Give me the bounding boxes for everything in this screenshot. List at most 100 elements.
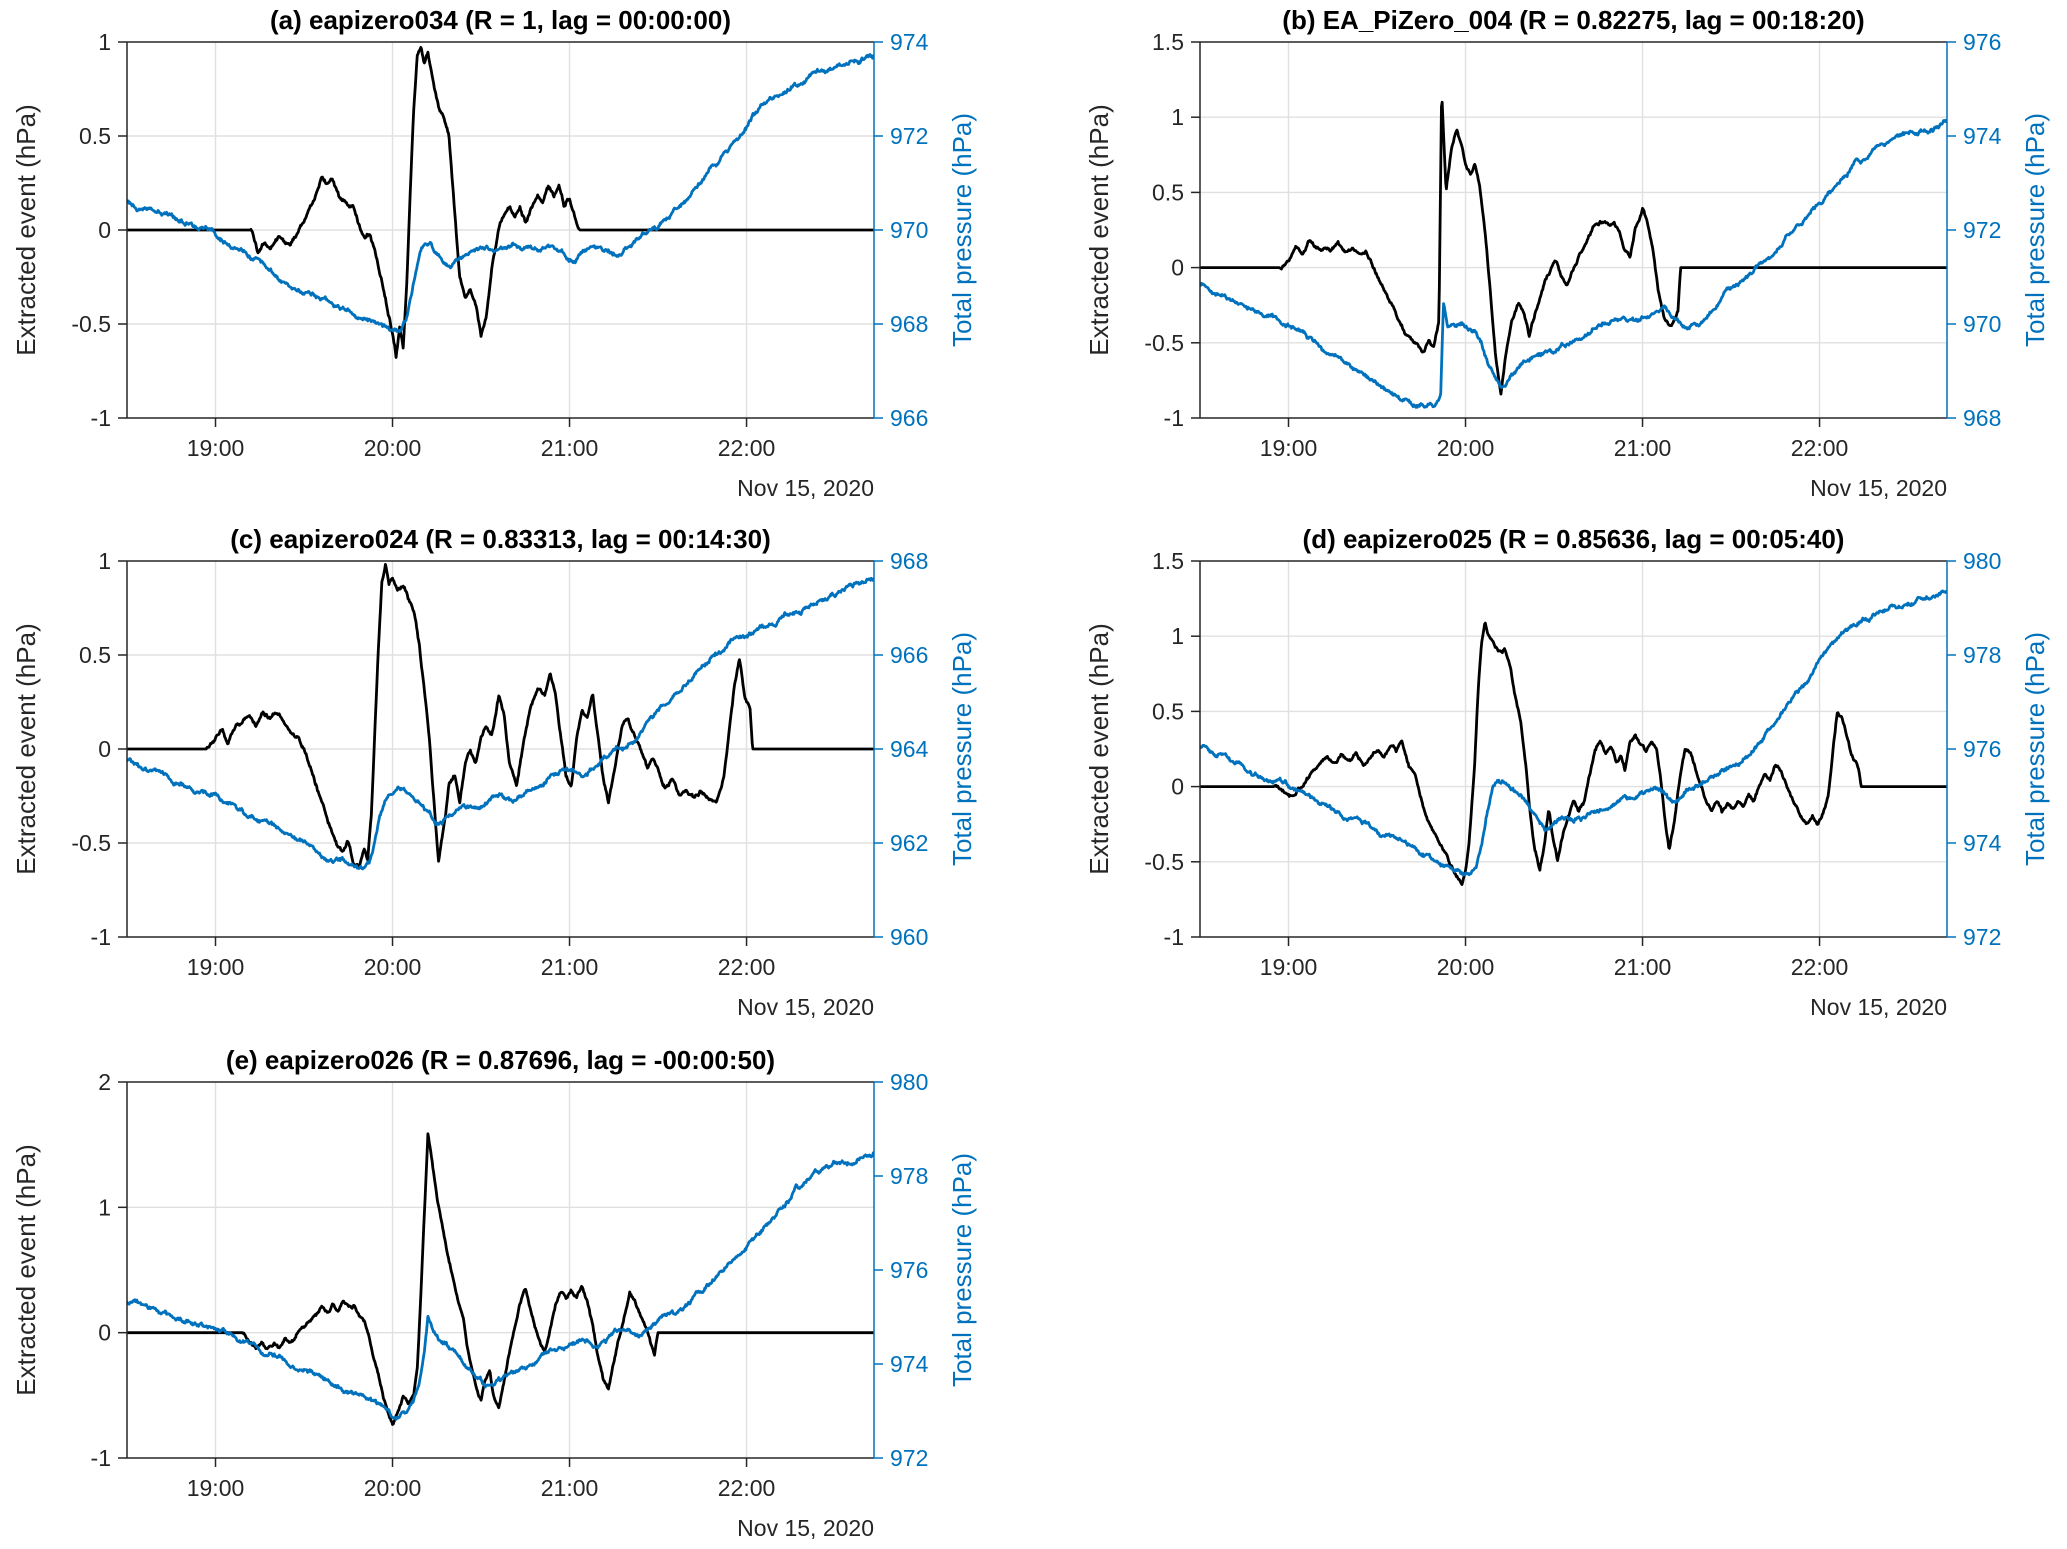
right-tick-label: 978 — [1963, 642, 2001, 668]
x-tick-label: 19:00 — [187, 1475, 245, 1501]
right-axis-label-d: Total pressure (hPa) — [2020, 632, 2050, 866]
right-tick-label: 966 — [890, 405, 928, 431]
left-tick-label: 1 — [1171, 623, 1184, 649]
series-extracted_event-a — [127, 45, 874, 359]
series-total_pressure-a — [127, 53, 874, 334]
right-tick-label: 976 — [1963, 736, 2001, 762]
right-tick-label: 972 — [1963, 217, 2001, 243]
right-axis-label-c: Total pressure (hPa) — [947, 632, 977, 866]
subplot-c: 19:00 20:00 21:00 22:00 Nov 15, 2020 1 0.5 0 -0.… — [11, 524, 977, 1020]
subplot-title-d: (d) eapizero025 (R = 0.85636, lag = 00:0… — [1303, 524, 1845, 554]
x-tick-label: 20:00 — [1437, 435, 1495, 461]
x-tick-label: 20:00 — [364, 435, 422, 461]
x-tick-label: 19:00 — [187, 954, 245, 980]
left-tick-label: -0.5 — [71, 830, 111, 856]
right-axis-label-b: Total pressure (hPa) — [2020, 113, 2050, 347]
left-tick-label: 1.5 — [1152, 29, 1184, 55]
x-tick-label: 21:00 — [541, 1475, 599, 1501]
x-axis-date-label: Nov 15, 2020 — [737, 475, 874, 501]
right-tick-label: 974 — [1963, 830, 2002, 856]
x-tick-label: 21:00 — [1614, 435, 1672, 461]
right-tick-label: 962 — [890, 830, 928, 856]
left-axis-label-c: Extracted event (hPa) — [11, 623, 41, 874]
series-total_pressure-e — [127, 1151, 874, 1421]
x-tick-label: 21:00 — [541, 435, 599, 461]
x-tick-label: 19:00 — [1260, 435, 1318, 461]
x-axis-date-label: Nov 15, 2020 — [737, 994, 874, 1020]
x-tick-label: 19:00 — [187, 435, 245, 461]
left-tick-label: 0 — [1171, 774, 1184, 800]
left-tick-label: -0.5 — [1144, 849, 1184, 875]
left-tick-label: -0.5 — [71, 311, 111, 337]
right-tick-label: 972 — [1963, 924, 2001, 950]
x-tick-label: 21:00 — [541, 954, 599, 980]
series-extracted_event-b — [1200, 100, 1947, 396]
x-tick-label: 20:00 — [1437, 954, 1495, 980]
right-tick-label: 974 — [890, 29, 929, 55]
right-tick-label: 970 — [890, 217, 928, 243]
series-total_pressure-d — [1200, 589, 1947, 877]
x-tick-label: 21:00 — [1614, 954, 1672, 980]
left-tick-label: -1 — [91, 924, 111, 950]
right-tick-label: 964 — [890, 736, 929, 762]
left-tick-label: 0 — [98, 1320, 111, 1346]
subplot-title-c: (c) eapizero024 (R = 0.83313, lag = 00:1… — [230, 524, 771, 554]
left-tick-label: -1 — [1164, 924, 1184, 950]
subplot-title-e: (e) eapizero026 (R = 0.87696, lag = -00:… — [226, 1045, 775, 1075]
left-tick-label: 1.5 — [1152, 548, 1184, 574]
x-tick-label: 20:00 — [364, 1475, 422, 1501]
right-axis-label-e: Total pressure (hPa) — [947, 1153, 977, 1387]
right-tick-label: 976 — [1963, 29, 2001, 55]
series-extracted_event-c — [127, 562, 874, 868]
subplot-e: 19:00 20:00 21:00 22:00 Nov 15, 2020 2 1 0 -1 980… — [11, 1045, 977, 1541]
subplot-title-b: (b) EA_PiZero_004 (R = 0.82275, lag = 00… — [1282, 5, 1864, 35]
right-tick-label: 972 — [890, 123, 928, 149]
right-tick-label: 968 — [890, 311, 928, 337]
left-tick-label: 0 — [98, 736, 111, 762]
right-tick-label: 976 — [890, 1257, 928, 1283]
subplot-title-a: (a) eapizero034 (R = 1, lag = 00:00:00) — [270, 5, 731, 35]
left-tick-label: 0 — [98, 217, 111, 243]
left-axis-label-d: Extracted event (hPa) — [1084, 623, 1114, 874]
subplot-b: 19:00 20:00 21:00 22:00 Nov 15, 2020 1.5 1 0.5 0… — [1084, 5, 2050, 501]
right-tick-label: 980 — [1963, 548, 2001, 574]
right-axis-label-a: Total pressure (hPa) — [947, 113, 977, 347]
x-axis-date-label: Nov 15, 2020 — [1810, 994, 1947, 1020]
left-tick-label: 1 — [98, 1194, 111, 1220]
left-tick-label: 0.5 — [79, 123, 111, 149]
left-axis-label-a: Extracted event (hPa) — [11, 104, 41, 355]
x-tick-label: 22:00 — [718, 435, 776, 461]
x-tick-label: 19:00 — [1260, 954, 1318, 980]
left-tick-label: 1 — [98, 548, 111, 574]
left-tick-label: 2 — [98, 1069, 111, 1095]
left-tick-label: -0.5 — [1144, 330, 1184, 356]
left-tick-label: -1 — [91, 405, 111, 431]
series-total_pressure-c — [127, 576, 874, 871]
right-tick-label: 974 — [1963, 123, 2002, 149]
subplot-a: 19:00 20:00 21:00 22:00 Nov 15, 2020 1 0.5 0 -0.… — [11, 5, 977, 501]
right-tick-label: 972 — [890, 1445, 928, 1471]
right-tick-label: 968 — [1963, 405, 2001, 431]
left-tick-label: -1 — [91, 1445, 111, 1471]
left-tick-label: 0.5 — [1152, 698, 1184, 724]
right-tick-label: 980 — [890, 1069, 928, 1095]
right-tick-label: 966 — [890, 642, 928, 668]
left-axis-label-e: Extracted event (hPa) — [11, 1144, 41, 1395]
right-tick-label: 978 — [890, 1163, 928, 1189]
left-tick-label: 1 — [1171, 104, 1184, 130]
right-tick-label: 968 — [890, 548, 928, 574]
series-total_pressure-b — [1200, 118, 1947, 409]
left-tick-label: 0.5 — [1152, 179, 1184, 205]
right-tick-label: 974 — [890, 1351, 929, 1377]
left-tick-label: 0.5 — [79, 642, 111, 668]
right-tick-label: 960 — [890, 924, 928, 950]
left-tick-label: 1 — [98, 29, 111, 55]
left-axis-label-b: Extracted event (hPa) — [1084, 104, 1114, 355]
x-axis-date-label: Nov 15, 2020 — [737, 1515, 874, 1541]
x-tick-label: 22:00 — [1791, 954, 1849, 980]
left-tick-label: -1 — [1164, 405, 1184, 431]
x-axis-date-label: Nov 15, 2020 — [1810, 475, 1947, 501]
